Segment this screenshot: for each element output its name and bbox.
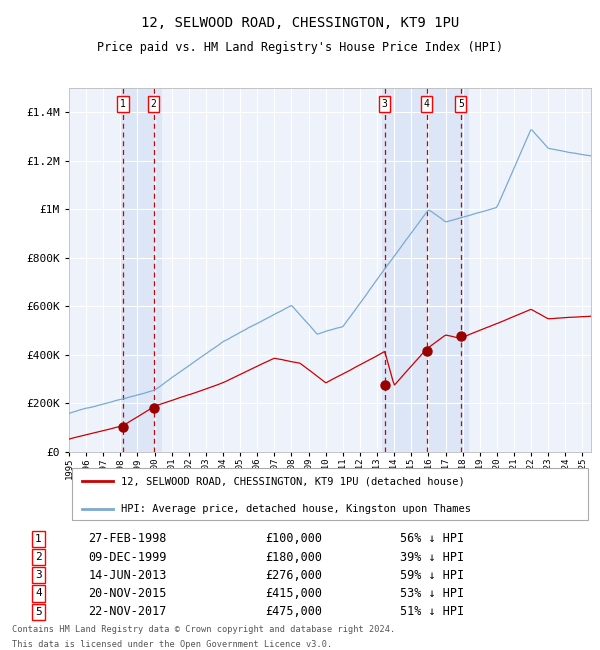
- Text: 12, SELWOOD ROAD, CHESSINGTON, KT9 1PU (detached house): 12, SELWOOD ROAD, CHESSINGTON, KT9 1PU (…: [121, 476, 465, 486]
- Text: £276,000: £276,000: [265, 569, 322, 582]
- Text: 1: 1: [35, 534, 42, 544]
- Text: 3: 3: [35, 570, 42, 580]
- Text: 20-NOV-2015: 20-NOV-2015: [88, 587, 167, 600]
- Text: 56% ↓ HPI: 56% ↓ HPI: [400, 532, 464, 545]
- Text: £180,000: £180,000: [265, 551, 322, 564]
- Text: Price paid vs. HM Land Registry's House Price Index (HPI): Price paid vs. HM Land Registry's House …: [97, 41, 503, 54]
- Text: 59% ↓ HPI: 59% ↓ HPI: [400, 569, 464, 582]
- Text: HPI: Average price, detached house, Kingston upon Thames: HPI: Average price, detached house, King…: [121, 504, 471, 514]
- Text: 12, SELWOOD ROAD, CHESSINGTON, KT9 1PU: 12, SELWOOD ROAD, CHESSINGTON, KT9 1PU: [141, 16, 459, 31]
- Text: 2: 2: [35, 552, 42, 562]
- Text: 51% ↓ HPI: 51% ↓ HPI: [400, 605, 464, 618]
- Text: Contains HM Land Registry data © Crown copyright and database right 2024.: Contains HM Land Registry data © Crown c…: [12, 625, 395, 634]
- Text: 1: 1: [120, 99, 126, 109]
- Text: 5: 5: [458, 99, 464, 109]
- Text: 27-FEB-1998: 27-FEB-1998: [88, 532, 167, 545]
- Bar: [382, 88, 469, 452]
- FancyBboxPatch shape: [71, 468, 589, 520]
- Text: 53% ↓ HPI: 53% ↓ HPI: [400, 587, 464, 600]
- Text: 4: 4: [35, 588, 42, 599]
- Text: £415,000: £415,000: [265, 587, 322, 600]
- Text: 4: 4: [424, 99, 430, 109]
- Text: 39% ↓ HPI: 39% ↓ HPI: [400, 551, 464, 564]
- Text: 14-JUN-2013: 14-JUN-2013: [88, 569, 167, 582]
- Bar: [121, 88, 162, 452]
- Text: £100,000: £100,000: [265, 532, 322, 545]
- Text: This data is licensed under the Open Government Licence v3.0.: This data is licensed under the Open Gov…: [12, 640, 332, 649]
- Text: 09-DEC-1999: 09-DEC-1999: [88, 551, 167, 564]
- Text: £475,000: £475,000: [265, 605, 322, 618]
- Text: 2: 2: [151, 99, 157, 109]
- Text: 3: 3: [382, 99, 388, 109]
- Text: 5: 5: [35, 606, 42, 617]
- Text: 22-NOV-2017: 22-NOV-2017: [88, 605, 167, 618]
